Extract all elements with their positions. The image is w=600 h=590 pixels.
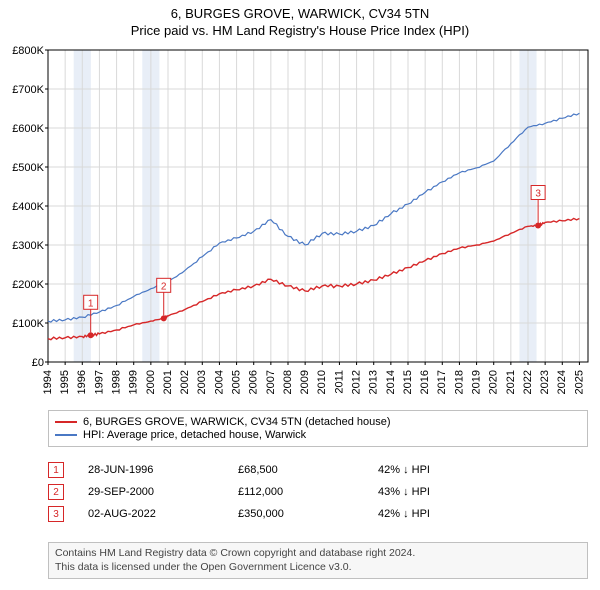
- x-tick-label: 2011: [333, 370, 345, 394]
- footer-attribution: Contains HM Land Registry data © Crown c…: [48, 542, 588, 579]
- y-tick-label: £300K: [12, 240, 44, 252]
- legend-row: HPI: Average price, detached house, Warw…: [55, 429, 581, 441]
- sale-marker-label-3: 3: [535, 189, 541, 200]
- sale-row: 1 28-JUN-1996£68,50042% ↓ HPI: [48, 462, 588, 478]
- x-tick-label: 2018: [453, 370, 465, 394]
- footer-line-2: This data is licensed under the Open Gov…: [55, 561, 581, 575]
- sale-marker-label-1: 1: [88, 298, 94, 309]
- sale-date: 28-JUN-1996: [88, 464, 238, 476]
- sale-marker-icon: 2: [48, 484, 64, 500]
- x-tick-label: 2003: [196, 370, 208, 394]
- sale-vs-hpi: 43% ↓ HPI: [378, 486, 498, 498]
- x-tick-label: 2010: [316, 370, 328, 394]
- x-tick-label: 2015: [402, 370, 414, 394]
- x-tick-label: 2019: [470, 370, 482, 394]
- footer-line-1: Contains HM Land Registry data © Crown c…: [55, 547, 581, 561]
- title-block: 6, BURGES GROVE, WARWICK, CV34 5TN Price…: [0, 0, 600, 38]
- sale-date: 29-SEP-2000: [88, 486, 238, 498]
- chart-svg: £0 £100K £200K £300K £400K £500K £600K £700K £80…: [0, 44, 600, 404]
- x-tick-label: 2012: [350, 370, 362, 394]
- sale-vs-hpi: 42% ↓ HPI: [378, 508, 498, 520]
- x-tick-label: 2024: [556, 370, 568, 394]
- x-tick-label: 2000: [145, 370, 157, 394]
- x-tick-label: 2001: [162, 370, 174, 394]
- sale-point-3: [535, 223, 541, 229]
- sale-price: £112,000: [238, 486, 378, 498]
- x-tick-label: 2017: [436, 370, 448, 394]
- y-tick-label: £200K: [12, 279, 44, 291]
- title-subtitle: Price paid vs. HM Land Registry's House …: [0, 23, 600, 38]
- sale-row: 2 29-SEP-2000£112,00043% ↓ HPI: [48, 484, 588, 500]
- x-tick-label: 2013: [368, 370, 380, 394]
- legend-label: HPI: Average price, detached house, Warw…: [83, 429, 306, 441]
- x-tick-label: 2002: [179, 370, 191, 394]
- x-tick-label: 1995: [59, 370, 71, 394]
- sale-marker-icon: 1: [48, 462, 64, 478]
- y-tick-label: £0: [32, 357, 44, 369]
- y-tick-label: £400K: [12, 201, 44, 213]
- x-tick-label: 2008: [282, 370, 294, 394]
- legend-swatch: [55, 421, 77, 423]
- x-tick-label: 2005: [230, 370, 242, 394]
- x-tick-label: 2025: [573, 370, 585, 394]
- x-tick-label: 2014: [385, 370, 397, 394]
- sale-row: 3 02-AUG-2022£350,00042% ↓ HPI: [48, 506, 588, 522]
- legend-box: 6, BURGES GROVE, WARWICK, CV34 5TN (deta…: [48, 410, 588, 447]
- y-tick-label: £100K: [12, 318, 44, 330]
- y-tick-label: £800K: [12, 45, 44, 57]
- x-tick-label: 2007: [265, 370, 277, 394]
- x-tick-label: 2020: [488, 370, 500, 394]
- sale-marker-icon: 3: [48, 506, 64, 522]
- x-tick-label: 1998: [110, 370, 122, 394]
- x-tick-label: 2016: [419, 370, 431, 394]
- legend-row: 6, BURGES GROVE, WARWICK, CV34 5TN (deta…: [55, 416, 581, 428]
- sale-price: £350,000: [238, 508, 378, 520]
- sales-table: 128-JUN-1996£68,50042% ↓ HPI229-SEP-2000…: [48, 456, 588, 528]
- x-tick-label: 1997: [93, 370, 105, 394]
- y-tick-label: £700K: [12, 84, 44, 96]
- x-tick-label: 2009: [299, 370, 311, 394]
- legend-label: 6, BURGES GROVE, WARWICK, CV34 5TN (deta…: [83, 416, 391, 428]
- x-tick-label: 1999: [128, 370, 140, 394]
- sale-price: £68,500: [238, 464, 378, 476]
- x-tick-label: 1994: [42, 370, 54, 394]
- x-tick-label: 1996: [76, 370, 88, 394]
- x-tick-label: 2022: [522, 370, 534, 394]
- x-tick-label: 2004: [213, 370, 225, 394]
- x-tick-label: 2023: [539, 370, 551, 394]
- chart: £0 £100K £200K £300K £400K £500K £600K £700K £80…: [0, 44, 600, 404]
- sale-marker-label-2: 2: [161, 281, 167, 292]
- sale-point-2: [161, 315, 167, 321]
- sale-point-1: [88, 332, 94, 338]
- sale-date: 02-AUG-2022: [88, 508, 238, 520]
- x-tick-label: 2021: [505, 370, 517, 394]
- y-tick-label: £600K: [12, 123, 44, 135]
- x-tick-label: 2006: [248, 370, 260, 394]
- y-tick-label: £500K: [12, 162, 44, 174]
- sale-vs-hpi: 42% ↓ HPI: [378, 464, 498, 476]
- title-address: 6, BURGES GROVE, WARWICK, CV34 5TN: [0, 6, 600, 21]
- legend-swatch: [55, 434, 77, 436]
- page-container: 6, BURGES GROVE, WARWICK, CV34 5TN Price…: [0, 0, 600, 590]
